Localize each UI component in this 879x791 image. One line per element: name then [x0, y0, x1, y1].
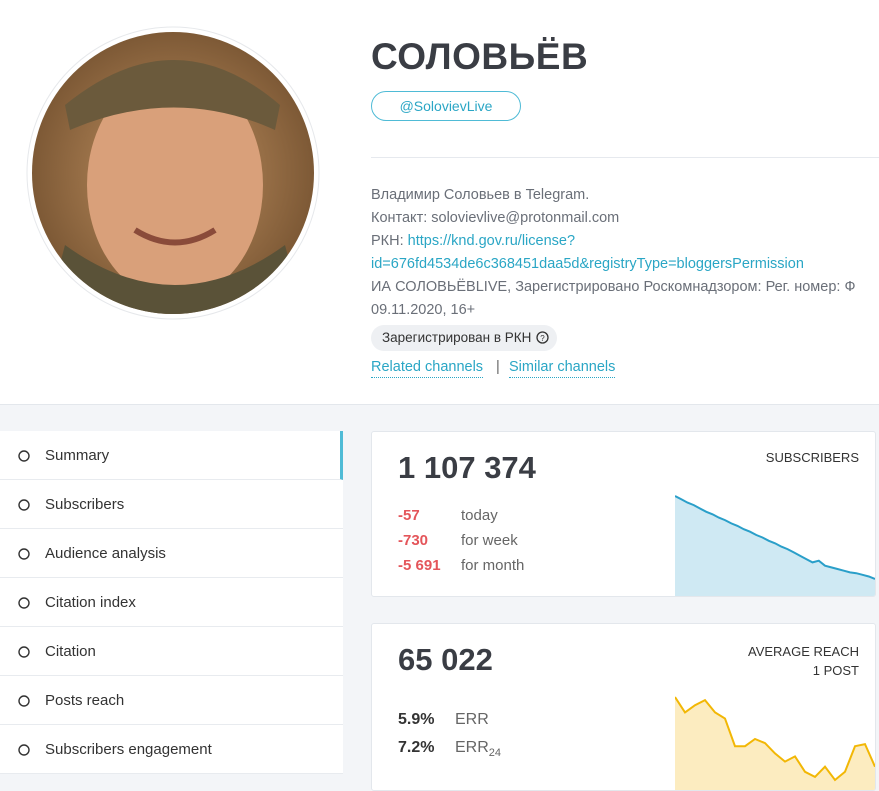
rkn-badge[interactable]: Зарегистрирован в РКН ?	[371, 325, 558, 351]
similar-link[interactable]: Similar channels	[509, 359, 616, 378]
menu-icon	[18, 597, 30, 609]
icon-shape	[18, 695, 30, 707]
card-label: AVERAGE REACH 1 POST	[748, 642, 859, 680]
menu-item[interactable]: Citation	[0, 627, 343, 676]
menu-label: Citation	[45, 643, 96, 660]
icon-shape	[18, 548, 30, 560]
description-line: 09.11.2020, 16+	[371, 302, 476, 318]
menu-item[interactable]: Summary	[0, 431, 343, 480]
label-line: AVERAGE REACH	[747, 644, 859, 659]
sparkline-line	[675, 696, 875, 782]
menu-label: Citation index	[45, 594, 136, 611]
menu-label: Summary	[45, 447, 110, 464]
change-period: for week	[461, 532, 518, 549]
menu-item[interactable]: Citation index	[0, 578, 343, 627]
menu-icon	[18, 499, 30, 511]
badge-text: Зарегистрирован в РКН	[382, 330, 532, 345]
menu-icon	[18, 695, 30, 707]
label-line: 1 POST	[812, 663, 859, 678]
icon-shape	[18, 499, 30, 511]
sparkline-line	[675, 495, 875, 580]
stat-label-text: ERR	[455, 711, 489, 728]
svg-text:?: ?	[541, 334, 546, 343]
menu-label: Subscribers	[45, 496, 125, 513]
subscribers-sparkline	[675, 495, 875, 596]
menu-item[interactable]: Subscribers engagement	[0, 725, 343, 774]
stat-label-text: ERR	[455, 739, 489, 756]
icon-shape	[18, 744, 30, 756]
menu-item[interactable]: Subscribers	[0, 480, 343, 529]
avatar	[26, 26, 320, 320]
channel-title: СОЛОВЬЁВ	[371, 36, 589, 77]
menu-label: Posts reach	[45, 692, 125, 709]
sparkline-area	[675, 697, 875, 790]
rkn-link[interactable]: id=676fd4534de6c368451daa5d&registryType…	[371, 256, 804, 272]
related-link[interactable]: Related channels	[371, 359, 484, 378]
change-value: -5 691	[398, 557, 441, 574]
menu-item[interactable]: Audience analysis	[0, 529, 343, 578]
menu-label: Audience analysis	[45, 545, 166, 562]
change-value: -730	[398, 532, 429, 549]
reach-value: 65 022	[398, 642, 493, 677]
reach-sparkline	[675, 696, 875, 790]
rkn-prefix: РКН:	[371, 233, 408, 249]
menu-icon	[18, 548, 30, 560]
menu-icon	[18, 646, 30, 658]
menu-item[interactable]: Posts reach	[0, 676, 343, 725]
menu-icon	[18, 744, 30, 756]
subscribers-card: 1 107 374 SUBSCRIBERS -57 today -730 for we…	[371, 431, 876, 597]
icon-shape	[18, 597, 30, 609]
description-line: РКН: https://knd.gov.ru/license?	[371, 233, 575, 249]
change-period: today	[461, 507, 498, 524]
help-icon: ?	[536, 331, 550, 344]
reach-card: 65 022 AVERAGE REACH 1 POST 5.9% ERR 7.2% ER…	[371, 623, 876, 791]
description-line: Владимир Соловьев в Telegram.	[371, 187, 590, 203]
menu-label: Subscribers engagement	[45, 741, 212, 758]
icon-shape	[18, 646, 30, 658]
description-line: ИА СОЛОВЬЁВLIVE, Зарегистрировано Роском…	[371, 279, 856, 295]
channel-header: СОЛОВЬЁВ @SolovievLive Владимир Соловьев…	[0, 0, 879, 405]
menu-icon	[18, 450, 30, 462]
divider	[371, 157, 879, 158]
change-period: for month	[461, 557, 525, 574]
description-line: Контакт: solovievlive@protonmail.com	[371, 210, 620, 226]
icon-shape	[18, 450, 30, 462]
channel-handle[interactable]: @SolovievLive	[371, 91, 521, 121]
subscribers-value: 1 107 374	[398, 450, 536, 485]
stat-value: 7.2%	[398, 739, 435, 756]
link-separator: |	[496, 359, 500, 375]
rkn-link[interactable]: https://knd.gov.ru/license?	[407, 233, 576, 249]
stat-label: ERR24	[455, 739, 501, 759]
stat-label-sub: 24	[488, 747, 502, 760]
side-menu: Summary Subscribers Audience analysis Citat…	[0, 431, 343, 774]
change-value: -57	[398, 507, 420, 524]
card-label: SUBSCRIBERS	[765, 450, 859, 465]
stat-label: ERR	[455, 711, 489, 729]
stat-value: 5.9%	[398, 711, 435, 728]
